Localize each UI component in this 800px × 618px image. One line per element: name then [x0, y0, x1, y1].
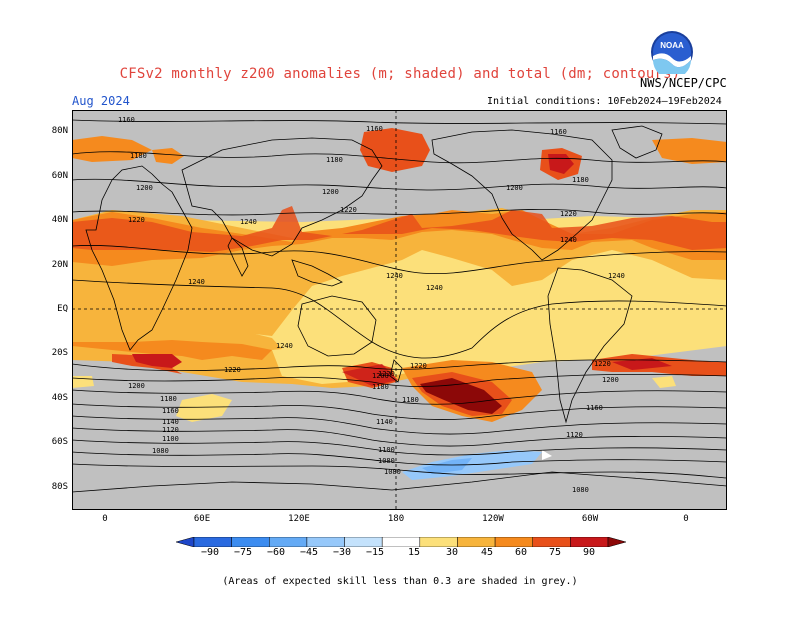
contour-label: 1200 — [322, 188, 339, 196]
lon-label-0-east: 0 — [683, 514, 689, 524]
contour-label: 1220 — [224, 366, 241, 374]
colorbar-segment — [344, 537, 383, 547]
contour-label: 1080 — [572, 486, 589, 494]
height-contours — [72, 119, 727, 479]
initial-conditions: Initial conditions: 10Feb2024–19Feb2024 — [487, 96, 722, 107]
footnote: (Areas of expected skill less than 0.3 a… — [222, 576, 578, 587]
anomaly-map: 1160 1160 1160 1180 1180 1180 1200 1200 … — [72, 110, 727, 510]
lat-label-60n: 60N — [51, 171, 68, 181]
lon-label-180: 180 — [387, 514, 405, 524]
contour-labels: 1160 1160 1160 1180 1180 1180 1200 1200 … — [118, 116, 625, 494]
contour-label: 1240 — [560, 236, 577, 244]
contour-label: 1200 — [372, 372, 389, 380]
contour-label: 1140 — [162, 418, 179, 426]
colorbar-segment — [607, 537, 626, 547]
colorbar-segment — [231, 537, 270, 547]
lat-label-20n: 20N — [51, 260, 68, 270]
lon-label-60e: 60E — [193, 514, 211, 524]
contour-label: 1200 — [506, 184, 523, 192]
contour-label: 1100 — [162, 435, 179, 443]
coastlines — [72, 125, 727, 493]
colorbar-segment — [381, 537, 421, 547]
lon-label-120e: 120E — [288, 514, 310, 524]
contour-label: 1220 — [128, 216, 145, 224]
contour-label: 1240 — [426, 284, 443, 292]
contour-label: 1180 — [326, 156, 343, 164]
contour-label: 1180 — [130, 152, 147, 160]
agency-label: NWS/NCEP/CPC — [640, 76, 727, 90]
contour-label: 1240 — [608, 272, 625, 280]
colorbar-label: −30 — [332, 547, 352, 558]
lon-label-120w: 120W — [482, 514, 504, 524]
contour-label: 1220 — [594, 360, 611, 368]
colorbar-label: 90 — [582, 547, 596, 558]
colorbar-label: −90 — [200, 547, 220, 558]
forecast-month: Aug 2024 — [72, 94, 130, 108]
contour-label: 1080 — [384, 468, 401, 476]
contour-label: 1080 — [378, 457, 395, 465]
colorbar-segment — [532, 537, 571, 547]
contour-label: 1160 — [118, 116, 135, 124]
colorbar-label: −60 — [266, 547, 286, 558]
contour-label: 1160 — [586, 404, 603, 412]
lat-label-eq: EQ — [57, 304, 68, 314]
svg-text:NOAA: NOAA — [660, 41, 684, 50]
lat-label-40s: 40S — [51, 393, 68, 403]
contour-label: 1160 — [550, 128, 567, 136]
colorbar — [176, 537, 626, 547]
contour-label: 1240 — [188, 278, 205, 286]
map-border — [72, 110, 727, 510]
lon-label-0: 0 — [102, 514, 108, 524]
colorbar-segment — [494, 537, 533, 547]
colorbar-segment — [193, 537, 232, 547]
colorbar-segment — [306, 537, 345, 547]
contour-label: 1180 — [372, 383, 389, 391]
contour-label: 1080 — [152, 447, 169, 455]
colorbar-label: 15 — [407, 547, 421, 558]
contour-label: 1140 — [376, 418, 393, 426]
contour-label: 1120 — [566, 431, 583, 439]
colorbar-label: −45 — [299, 547, 319, 558]
noaa-logo: NOAA — [651, 31, 693, 74]
contour-label: 1220 — [378, 370, 395, 378]
colorbar-segment — [176, 537, 195, 547]
contour-label: 1240 — [386, 272, 403, 280]
contour-label: 1100 — [378, 446, 395, 454]
lat-label-40n: 40N — [51, 215, 68, 225]
contour-label: 1220 — [410, 362, 427, 370]
contour-label: 1160 — [366, 125, 383, 133]
colorbar-label: 45 — [480, 547, 494, 558]
contour-label: 1200 — [136, 184, 153, 192]
colorbar-label: 60 — [514, 547, 528, 558]
colorbar-label: 75 — [548, 547, 562, 558]
lat-label-80n: 80N — [51, 126, 68, 136]
colorbar-segment — [457, 537, 496, 547]
contour-label: 1180 — [572, 176, 589, 184]
contour-label: 1240 — [276, 342, 293, 350]
colorbar-label: −75 — [233, 547, 253, 558]
contour-label: 1220 — [560, 210, 577, 218]
contour-label: 1240 — [240, 218, 257, 226]
contour-label: 1200 — [128, 382, 145, 390]
contour-label: 1220 — [340, 206, 357, 214]
contour-label: 1180 — [160, 395, 177, 403]
contour-label: 1200 — [602, 376, 619, 384]
lon-label-60w: 60W — [581, 514, 599, 524]
colorbar-segment — [269, 537, 308, 547]
lat-label-80s: 80S — [51, 482, 68, 492]
map-title: CFSv2 monthly z200 anomalies (m; shaded)… — [119, 66, 681, 82]
colorbar-segment — [570, 537, 609, 547]
contour-label: 1120 — [162, 426, 179, 434]
contour-label: 1160 — [162, 407, 179, 415]
lat-label-20s: 20S — [51, 348, 68, 358]
colorbar-segment — [419, 537, 458, 547]
contour-label: 1180 — [402, 396, 419, 404]
lat-label-60s: 60S — [51, 437, 68, 447]
colorbar-label: 30 — [445, 547, 459, 558]
colorbar-label: −15 — [365, 547, 385, 558]
